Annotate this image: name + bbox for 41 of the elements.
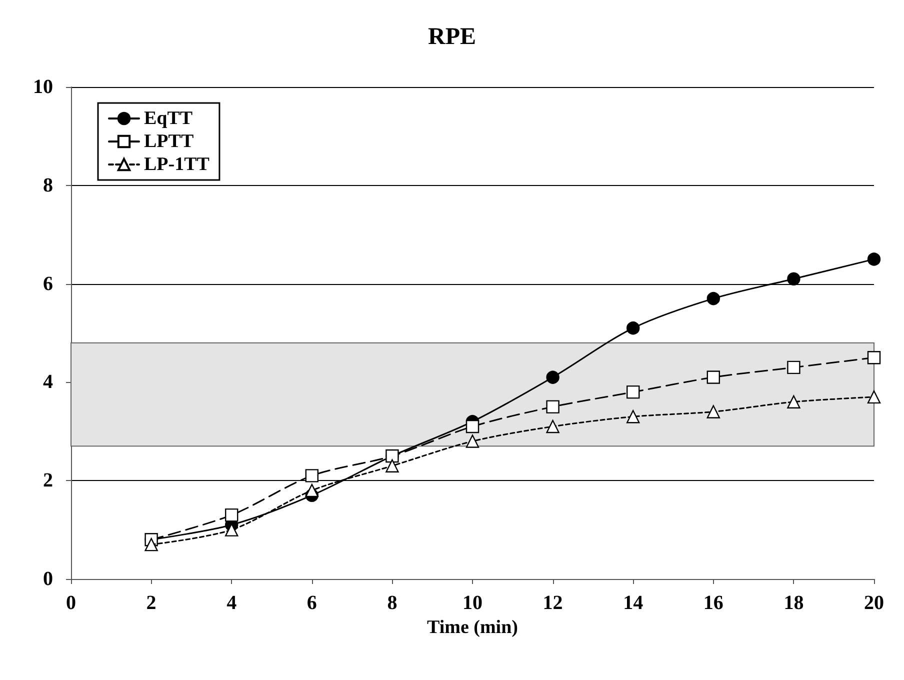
x-tick-label: 4	[226, 592, 237, 614]
point	[706, 370, 720, 384]
legend-label: EqTT	[144, 108, 193, 129]
point	[626, 385, 640, 399]
legend-label: LPTT	[144, 131, 194, 152]
x-axis-title: Time (min)	[427, 616, 518, 638]
point	[626, 321, 640, 335]
y-tick-label: 0	[43, 568, 53, 590]
x-tick-label: 18	[784, 592, 804, 614]
point	[466, 420, 480, 434]
x-tick-label: 8	[387, 592, 398, 614]
x-tick-label: 16	[703, 592, 724, 614]
x-tick-label: 20	[864, 592, 884, 614]
point	[867, 351, 881, 364]
y-tick-label: 8	[43, 174, 53, 196]
point	[466, 434, 480, 448]
x-tick-label: 0	[66, 592, 76, 614]
point	[546, 420, 560, 434]
x-tick-label: 10	[462, 592, 482, 614]
point	[867, 252, 881, 266]
point	[546, 400, 560, 414]
y-tick-label: 4	[43, 371, 53, 394]
y-tick-label: 10	[33, 76, 53, 98]
point	[626, 410, 640, 424]
point	[225, 523, 238, 536]
x-tick-label: 14	[623, 592, 644, 614]
y-tick-label: 2	[43, 470, 53, 492]
point	[706, 292, 720, 306]
point	[787, 272, 800, 286]
point	[546, 370, 560, 384]
point	[305, 484, 318, 498]
point	[787, 360, 800, 374]
point	[706, 405, 720, 418]
point	[144, 538, 158, 552]
x-tick-label: 6	[306, 592, 317, 614]
legend-label: LP-1TT	[144, 154, 210, 175]
x-tick-label: 12	[542, 592, 563, 614]
point	[787, 395, 800, 408]
y-tick-label: 6	[43, 272, 53, 295]
x-tick-label: 2	[146, 592, 156, 614]
chart-title: RPE	[428, 24, 476, 50]
